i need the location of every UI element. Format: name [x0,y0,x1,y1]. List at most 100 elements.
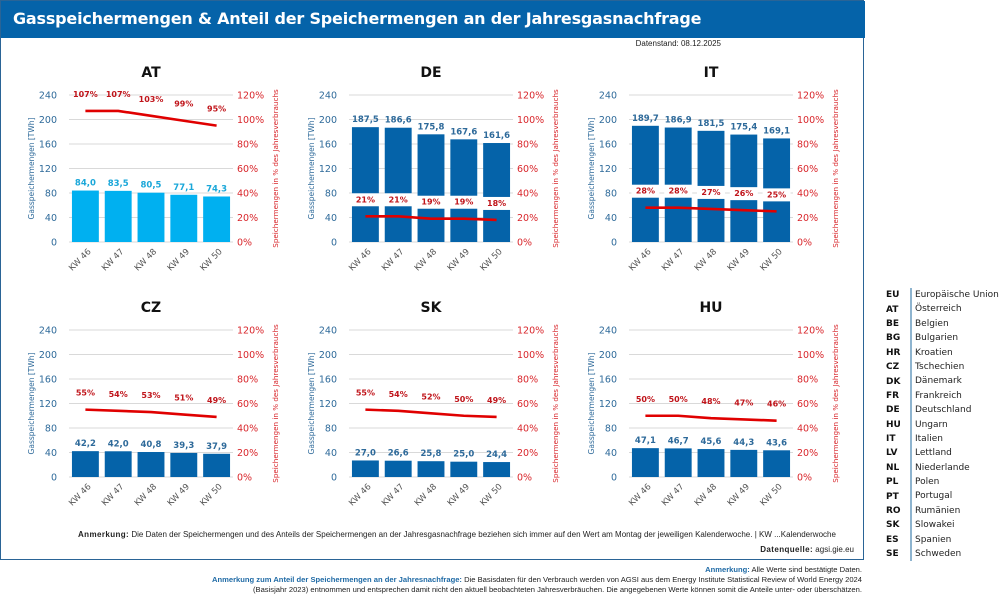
note-anmerkung: Anmerkung: Die Daten der Speichermengen … [78,530,836,539]
bar-kw-48 [417,461,445,477]
y-tick-label: 160 [319,140,337,151]
chart-at: AT 0 40 80 120 160 200 240 0% 20% 40% 60% 80% 100% 120… [21,58,301,283]
pct-value-label: 52% [421,392,440,401]
header-bar: Gasspeichermengen & Anteil der Speicherm… [1,1,865,38]
y-tick-label: 80 [325,189,337,200]
x-tick-label: KW 50 [478,482,504,508]
legend-item-bg: BG Bulgarien [886,331,1000,346]
legend-item-be: BE Belgien [886,316,1000,332]
legend-item-es: ES Spanien [886,532,1000,548]
x-tick-label: KW 46 [67,247,93,273]
y2-axis-title: Speichermengen in % des Jahresverbrauchs [551,89,560,248]
legend-name: Polen [910,475,939,490]
legend-name: Europäische Union [910,288,999,303]
bar-kw-46 [351,127,379,242]
y2-tick-label: 100% [517,115,544,126]
legend-name: Deutschland [910,403,971,418]
legend-item-eu: EU Europäische Union [886,288,1000,303]
y2-tick-label: 60% [517,399,538,410]
pct-value-label: 28% [669,187,688,196]
chart-svg-it: IT 0 40 80 120 160 200 240 0% 20% 40% 60% 80% 100% 120… [587,65,840,273]
legend-name: Schweden [910,547,961,562]
bar-kw-47 [104,190,132,242]
y-tick-label: 160 [39,140,57,151]
bar-kw-48 [137,192,165,242]
pct-value-label: 50% [669,395,688,404]
y2-axis-title: Speichermengen in % des Jahresverbrauchs [831,89,840,248]
pct-value-label: 26% [734,189,753,198]
legend-name: Belgien [910,316,949,332]
pct-line [365,408,497,419]
legend-code: BE [886,318,900,329]
datenquelle-label: Datenquelle: [760,545,814,554]
y-tick-label: 80 [45,424,57,435]
y2-tick-label: 20% [517,213,538,224]
pct-value-label: 19% [421,198,440,207]
bar-value-label: 186,6 [385,116,412,126]
y2-tick-label: 20% [237,213,258,224]
y-tick-label: 120 [319,164,337,175]
y-tick-label: 80 [325,424,337,435]
y-tick-label: 200 [599,115,617,126]
y2-tick-label: 60% [797,399,818,410]
pct-label-box [729,187,758,201]
bar-kw-48 [697,449,725,477]
pct-value-label: 107% [73,90,98,99]
x-tick-label: KW 50 [758,247,784,273]
legend-name: Kroatien [910,345,953,360]
x-tick-label: KW 49 [446,482,472,508]
bar-kw-46 [71,451,99,477]
legend-code: CZ [886,362,900,373]
pct-value-label: 49% [487,396,506,405]
y2-tick-label: 100% [237,350,264,361]
y-tick-label: 240 [319,91,337,102]
bar-kw-46 [351,460,379,477]
y2-tick-label: 80% [237,375,258,386]
y2-axis-title: Speichermengen in % des Jahresverbrauchs [551,324,560,483]
pct-value-label: 55% [356,389,375,398]
bar-value-label: 47,1 [635,436,656,446]
chart-svg-cz: CZ 0 40 80 120 160 200 240 0% 20% 40% 60% 80% 100% 120… [27,300,280,508]
y2-tick-label: 40% [797,424,818,435]
legend-code: IT [886,434,896,445]
bar-value-label: 44,3 [733,438,754,448]
legend-item-de: DE Deutschland [886,403,1000,418]
pct-value-label: 99% [174,100,193,109]
legend-code: PT [886,491,899,502]
chart-svg-at: AT 0 40 80 120 160 200 240 0% 20% 40% 60% 80% 100% 120… [27,65,280,273]
pct-value-label: 50% [454,395,473,404]
legend-code: PL [886,477,899,488]
y2-tick-label: 100% [237,115,264,126]
pct-line [645,414,777,422]
bar-kw-50 [203,453,231,477]
y-tick-label: 40 [605,448,617,459]
bar-value-label: 74,3 [206,184,227,194]
bar-kw-47 [384,460,412,477]
pct-value-label: 49% [207,396,226,405]
y-tick-label: 160 [319,375,337,386]
x-tick-label: KW 48 [133,482,159,508]
bar-value-label: 187,5 [352,115,379,125]
y2-tick-label: 120% [237,91,264,102]
y-tick-label: 40 [325,448,337,459]
legend-item-pt: PT Portugal [886,489,1000,504]
legend-item-nl: NL Niederlande [886,460,1000,476]
pct-value-label: 21% [389,195,408,204]
bar-value-label: 46,7 [668,436,689,446]
y-tick-label: 240 [39,91,57,102]
legend-code: DE [886,405,900,416]
y2-tick-label: 100% [797,115,824,126]
pct-value-label: 51% [174,394,193,403]
y2-tick-label: 20% [517,448,538,459]
y-tick-label: 200 [39,115,57,126]
legend-name: Portugal [910,489,952,504]
x-tick-label: KW 49 [726,247,752,273]
footer-notes: Anmerkung: Alle Werte sind bestätigte Da… [212,565,862,595]
legend-name: Österreich [910,302,962,317]
legend-item-sk: SK Slowakei [886,518,1000,533]
y2-tick-label: 100% [517,350,544,361]
pct-label-box [631,184,660,198]
x-tick-label: KW 50 [198,247,224,273]
chart-it: IT 0 40 80 120 160 200 240 0% 20% 40% 60% 80% 100% 120… [581,58,861,283]
bar-value-label: 27,0 [355,448,376,458]
